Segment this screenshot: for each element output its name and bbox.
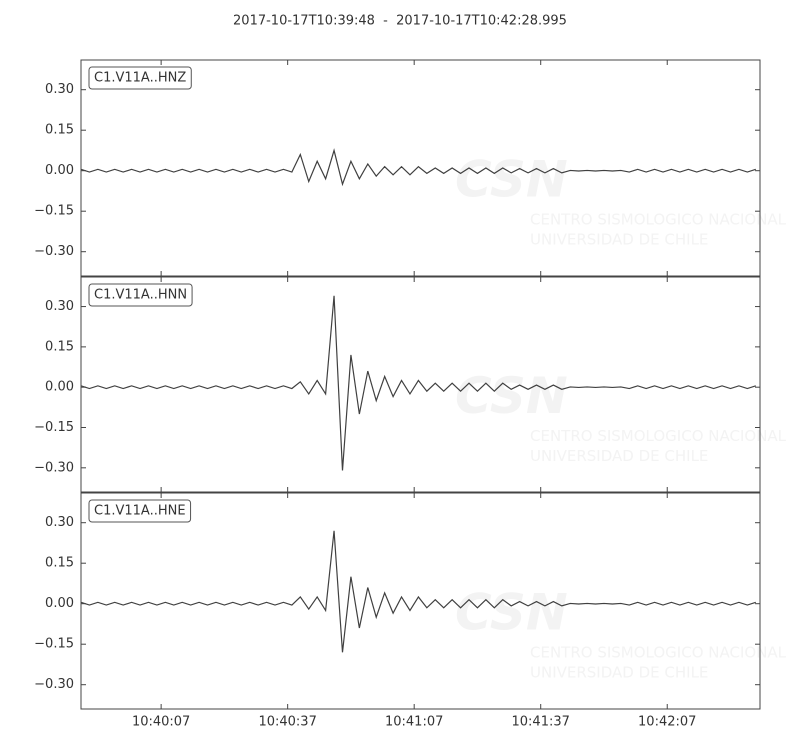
trace-label-text: C1.V11A..HNN [94,288,187,303]
y-tick-label: 0.30 [45,299,74,314]
y-tick-label: −0.15 [34,420,74,435]
waveform [80,530,756,653]
x-tick-label: 10:42:07 [638,715,696,730]
x-tick-label: 10:40:37 [258,715,316,730]
trace-label: C1.V11A..HNZ [88,66,192,90]
y-tick-label: 0.30 [45,515,74,530]
trace-label-box [88,66,192,90]
watermark-line: CENTRO SISMOLOGICO NACIONAL [530,427,787,445]
watermark: CSN [455,584,568,642]
watermark-line: CENTRO SISMOLOGICO NACIONAL [530,211,787,229]
y-tick-label: −0.30 [34,244,74,259]
watermark: CSN [455,151,568,209]
y-tick-label: −0.30 [34,460,74,475]
panel-frame [80,276,761,493]
chart-title: 2017-10-17T10:39:48 - 2017-10-17T10:42:2… [233,14,567,29]
y-tick-label: 0.15 [45,339,74,354]
trace-label-box [88,499,192,523]
y-tick-label: −0.15 [34,204,74,219]
waveform [80,148,756,187]
panel-frame [80,59,761,277]
watermark-line: UNIVERSIDAD DE CHILE [530,664,708,682]
y-tick-label: 0.15 [45,556,74,571]
y-tick-label: −0.15 [34,637,74,652]
trace-label-box [88,283,193,307]
watermark: CSN [455,367,568,425]
x-tick-label: 10:41:07 [385,715,443,730]
x-tick-label: 10:41:37 [512,715,570,730]
watermark-line: UNIVERSIDAD DE CHILE [530,447,708,465]
panel-frame [80,492,761,710]
x-tick-label: 10:40:07 [132,715,190,730]
watermark-line: UNIVERSIDAD DE CHILE [530,231,708,249]
trace-label-text: C1.V11A..HNE [94,504,186,519]
y-tick-label: 0.00 [45,380,74,395]
trace-label: C1.V11A..HNE [88,499,192,523]
waveform [80,295,756,471]
y-tick-label: 0.00 [45,596,74,611]
trace-label: C1.V11A..HNN [88,283,193,307]
y-tick-label: −0.30 [34,677,74,692]
y-tick-label: 0.15 [45,123,74,138]
y-tick-label: 0.00 [45,163,74,178]
watermark-line: CENTRO SISMOLOGICO NACIONAL [530,644,787,662]
y-tick-label: 0.30 [45,82,74,97]
trace-label-text: C1.V11A..HNZ [94,71,186,86]
